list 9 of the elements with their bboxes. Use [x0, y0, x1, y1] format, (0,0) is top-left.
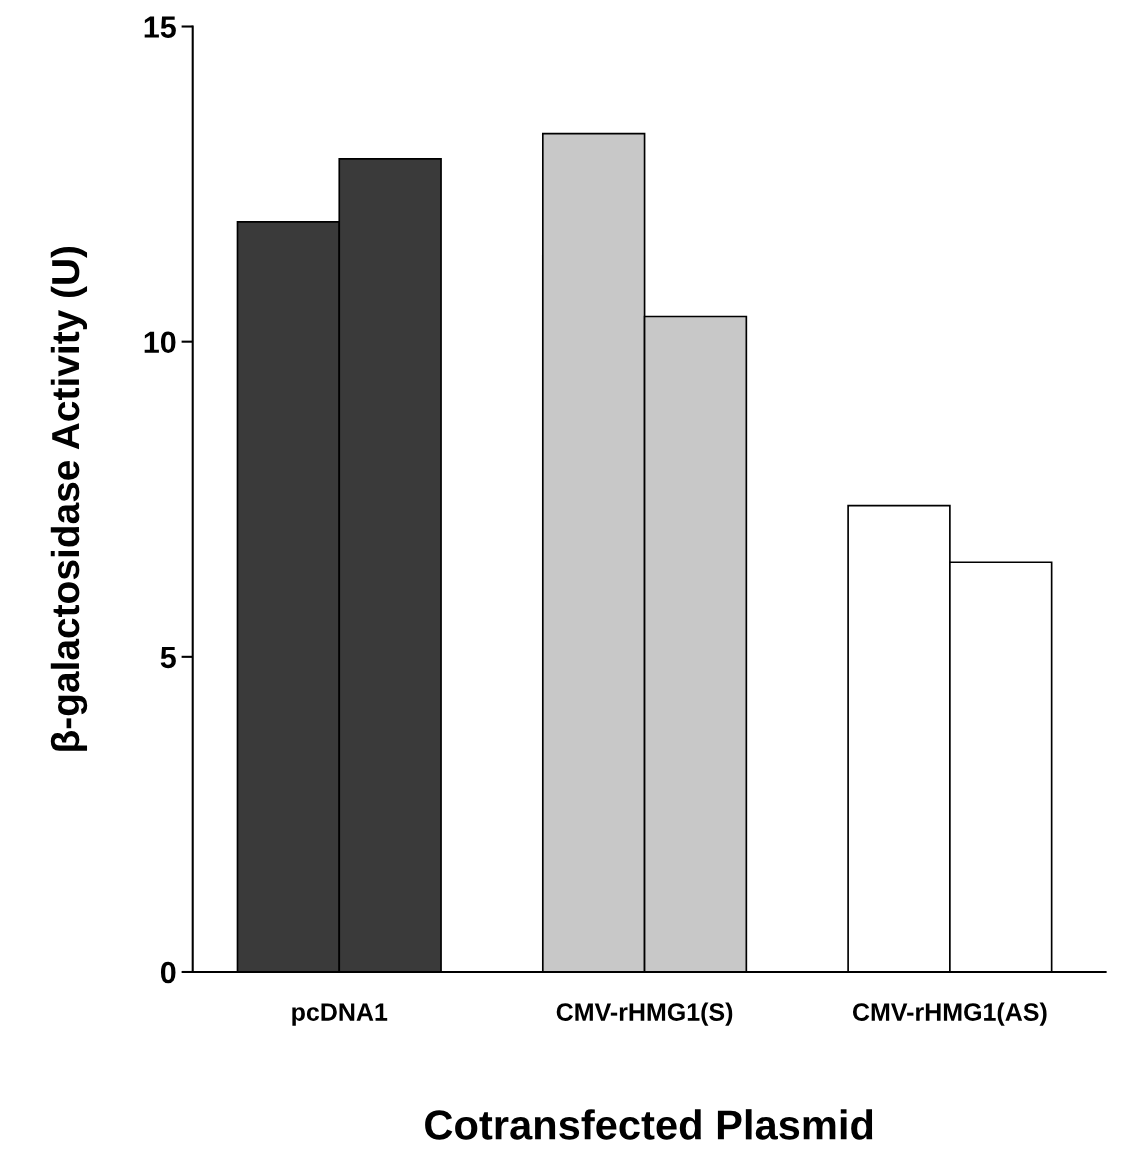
y-tick-label: 15: [144, 16, 176, 38]
y-axis-title: β-galactosidase Activity (U): [50, 246, 88, 751]
y-tick-label: 0: [160, 961, 176, 984]
y-tick-label: 10: [144, 331, 176, 354]
y-tick-label: 5: [160, 646, 176, 669]
x-tick-label: pcDNA1: [292, 1003, 388, 1026]
x-axis-title: Cotransfected Plasmid: [425, 1109, 873, 1140]
x-tick-label: CMV-rHMG1(AS): [852, 1002, 1047, 1026]
x-tick-label: CMV-rHMG1(S): [556, 1002, 733, 1026]
